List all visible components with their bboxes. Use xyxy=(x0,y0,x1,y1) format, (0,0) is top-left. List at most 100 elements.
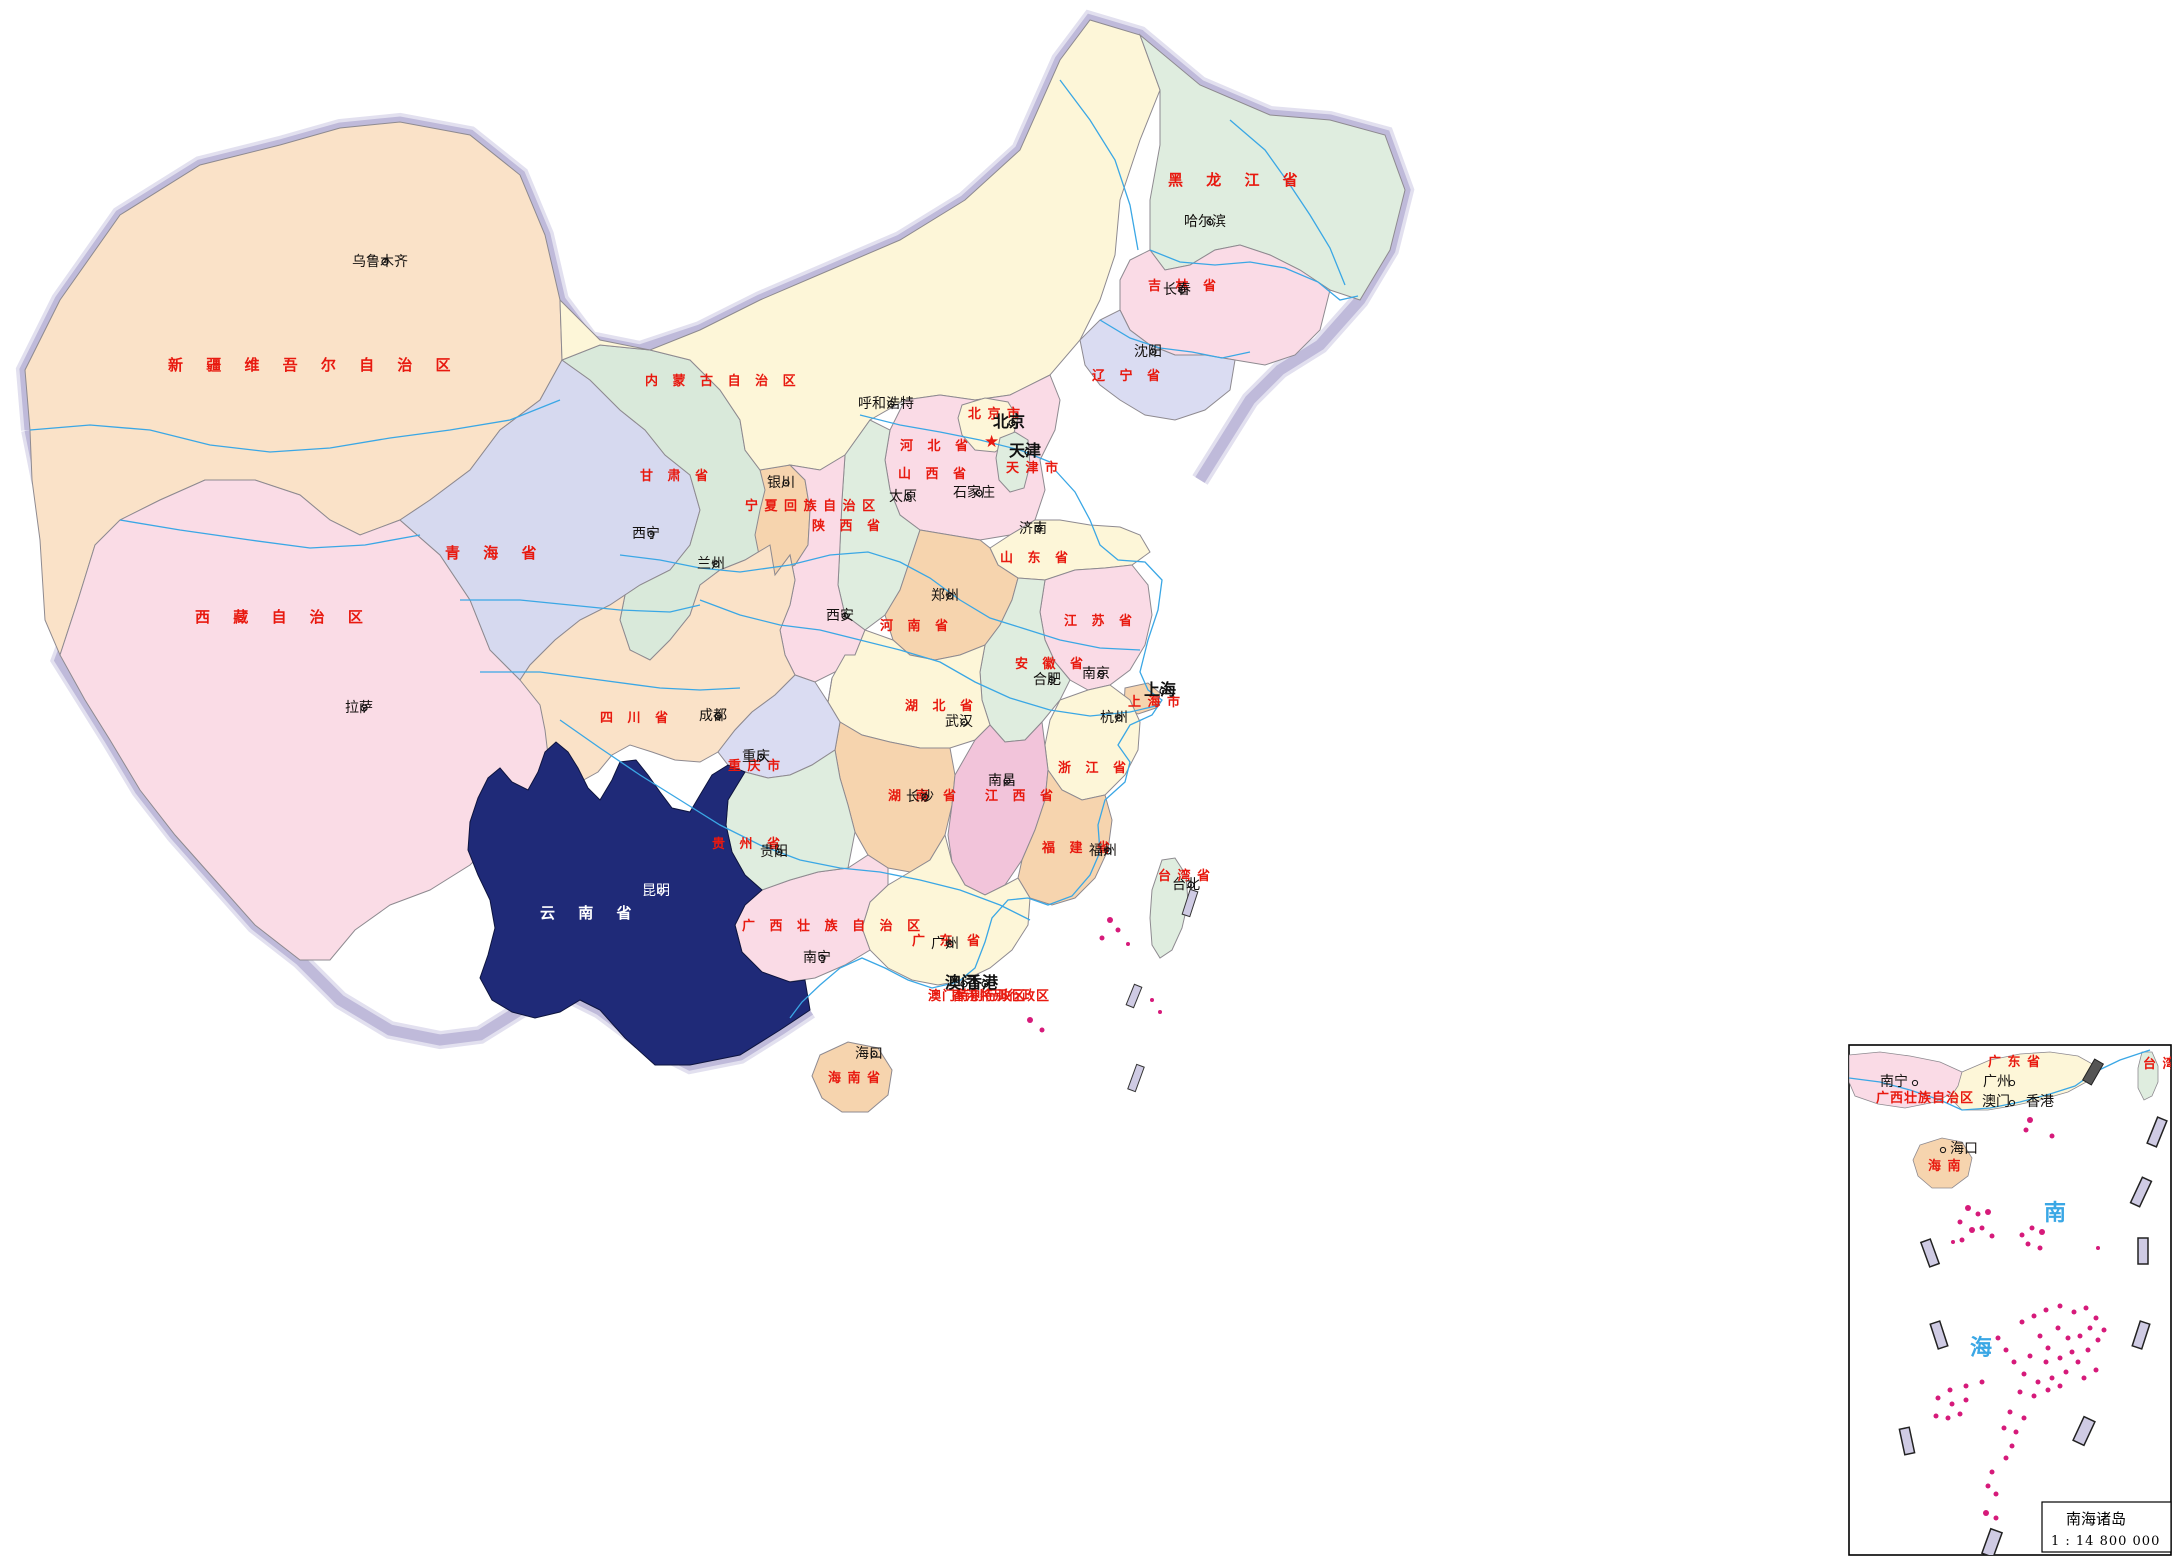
city-marker xyxy=(712,560,720,568)
city-marker-dot xyxy=(1107,850,1109,852)
label-shandong: 山 东 省 xyxy=(1000,550,1073,566)
city-marker xyxy=(1149,348,1157,356)
city-昆明[interactable]: 昆明 xyxy=(642,883,670,899)
city-乌鲁木齐[interactable]: 乌鲁木齐 xyxy=(352,254,408,270)
city-marker-dot xyxy=(907,496,909,498)
city-拉萨[interactable]: 拉萨 xyxy=(345,700,373,716)
inset-city-xianggang: 香港 xyxy=(2026,1094,2054,1110)
city-长沙[interactable]: 长沙 xyxy=(906,789,934,805)
city-marker xyxy=(981,980,989,988)
city-label: 福州 xyxy=(1089,843,1117,859)
city-marker xyxy=(887,400,895,408)
city-成都[interactable]: 成都 xyxy=(699,708,727,724)
city-合肥[interactable]: 合肥 xyxy=(1033,672,1061,688)
city-marker-dot xyxy=(384,261,386,263)
city-贵阳[interactable]: 贵阳 xyxy=(760,844,788,860)
city-福州[interactable]: 福州 xyxy=(1089,843,1117,859)
city-西宁[interactable]: 西宁 xyxy=(632,525,660,542)
city-南京[interactable]: 南京 xyxy=(1082,666,1110,682)
city-沈阳[interactable]: 沈阳 xyxy=(1134,344,1162,360)
inset-island-dots xyxy=(1933,1117,2107,1521)
city-marker xyxy=(1178,286,1186,294)
label-yunnan: 云 南 省 xyxy=(540,904,640,922)
inset-map-south-china-sea[interactable]: 广 东 省 广西壮族自治区 海 南 台 湾 省 南宁 广州 澳门 香港 海口 南… xyxy=(1848,1044,2175,1557)
city-label: 济南 xyxy=(1019,521,1047,537)
label-sichuan: 四 川 省 xyxy=(600,710,673,726)
label-xizang: 西 藏 自 治 区 xyxy=(195,608,372,626)
province-fujian[interactable] xyxy=(1017,768,1113,906)
city-marker-dot xyxy=(715,563,717,565)
province-labels: 新 疆 维 吾 尔 自 治 区 西 藏 自 治 区 青 海 省 甘 肃 省 宁 … xyxy=(168,171,1298,1086)
city-上海[interactable]: 上海 xyxy=(1144,680,1176,699)
city-武汉[interactable]: 武汉 xyxy=(945,714,973,730)
city-济南[interactable]: 济南 xyxy=(1019,521,1047,537)
city-marker xyxy=(1003,777,1011,785)
label-qinghai: 青 海 省 xyxy=(445,544,545,562)
city-北京[interactable]: 北京 xyxy=(993,412,1025,431)
city-label: 武汉 xyxy=(945,714,973,730)
city-marker xyxy=(1008,419,1016,427)
city-台北[interactable]: 台北 xyxy=(1172,877,1200,893)
city-marker-dot xyxy=(924,796,926,798)
province-neimenggu[interactable] xyxy=(559,19,1161,471)
city-天津[interactable]: 天津 xyxy=(1009,441,1041,460)
city-label: 长春 xyxy=(1163,282,1191,298)
city-label: 沈阳 xyxy=(1134,344,1162,360)
province-zhejiang[interactable] xyxy=(1044,684,1141,801)
city-香港[interactable]: 香港 xyxy=(965,973,999,992)
label-tianjin: 天 津 市 xyxy=(1006,460,1059,476)
city-marker xyxy=(904,493,912,501)
south-china-sea-islands-main xyxy=(1027,917,1162,1033)
city-label: 哈尔滨 xyxy=(1184,214,1226,230)
city-石家庄[interactable]: 石家庄 xyxy=(953,484,995,501)
city-label: 石家庄 xyxy=(953,484,995,501)
city-label: 太原 xyxy=(889,489,917,505)
city-label: 杭州 xyxy=(1100,710,1128,726)
city-label: 广州 xyxy=(931,936,959,952)
city-marker xyxy=(1206,218,1214,226)
city-marker-dot xyxy=(949,943,951,945)
city-兰州[interactable]: 兰州 xyxy=(697,556,725,572)
province-sichuan[interactable] xyxy=(519,544,796,783)
province-yunnan[interactable] xyxy=(467,741,811,1066)
label-jilin: 吉 林 省 xyxy=(1148,278,1221,294)
city-郑州[interactable]: 郑州 xyxy=(931,588,959,604)
city-marker xyxy=(1115,714,1123,722)
city-marker-dot xyxy=(778,851,780,853)
city-海口[interactable]: 海口 xyxy=(855,1046,883,1062)
city-marker xyxy=(657,887,665,895)
city-哈尔滨[interactable]: 哈尔滨 xyxy=(1184,214,1226,230)
city-重庆[interactable]: 重庆 xyxy=(742,749,770,765)
inset-guangxi xyxy=(1849,1051,1963,1109)
capital-star-beijing: ★ xyxy=(984,432,999,452)
city-marker xyxy=(946,940,954,948)
city-label: 郑州 xyxy=(931,588,959,604)
city-marker-dot xyxy=(873,1053,875,1055)
city-marker-dot xyxy=(821,957,823,959)
city-marker-dot xyxy=(1100,673,1102,675)
label-hainan: 海 南 省 xyxy=(828,1070,881,1086)
city-银川[interactable]: 银川 xyxy=(767,475,795,491)
city-marker-dot xyxy=(978,492,980,494)
rivers-and-coast xyxy=(29,79,1359,1019)
city-长春[interactable]: 长春 xyxy=(1163,282,1191,298)
city-太原[interactable]: 太原 xyxy=(889,489,917,505)
city-南昌[interactable]: 南昌 xyxy=(988,773,1016,789)
city-呼和浩特[interactable]: 呼和浩特 xyxy=(858,396,914,412)
province-tianjin[interactable] xyxy=(995,431,1031,493)
city-广州[interactable]: 广州 xyxy=(931,936,959,952)
city-marker xyxy=(870,1050,878,1058)
city-澳门[interactable]: 澳门 xyxy=(945,973,977,992)
city-marker-dot xyxy=(1011,422,1013,424)
province-taiwan[interactable] xyxy=(1149,857,1189,959)
city-marker-dot xyxy=(844,615,846,617)
province-hainan[interactable] xyxy=(811,1041,893,1113)
city-marker xyxy=(775,848,783,856)
city-杭州[interactable]: 杭州 xyxy=(1100,710,1128,726)
city-label: 呼和浩特 xyxy=(858,396,914,412)
city-marker xyxy=(1034,525,1042,533)
province-liaoning[interactable] xyxy=(1079,309,1236,421)
city-南宁[interactable]: 南宁 xyxy=(803,949,831,966)
city-西安[interactable]: 西安 xyxy=(826,608,854,624)
inset-sea-label-nan: 南 xyxy=(2044,1201,2068,1226)
